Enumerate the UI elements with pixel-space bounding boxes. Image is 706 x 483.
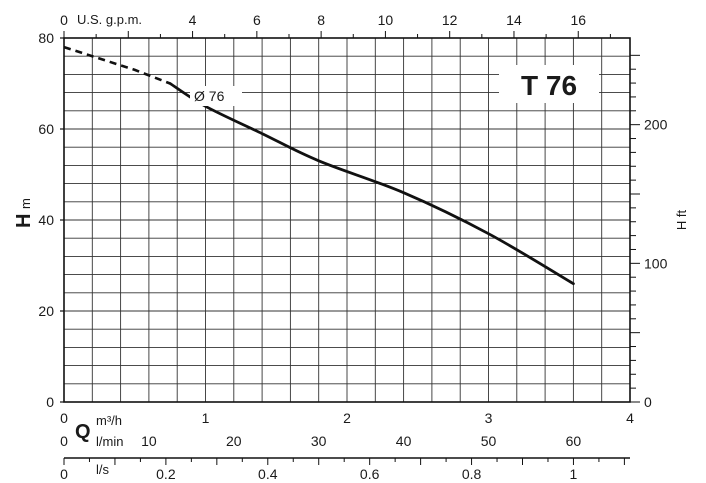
y-left-letter: H — [13, 214, 35, 228]
chart-title: T 76 — [521, 70, 577, 101]
x-m3h-tick-label: 0 — [60, 410, 68, 426]
x-m3h-tick-label: 3 — [485, 410, 493, 426]
x-gpm-tick-label: 16 — [570, 12, 586, 28]
x-ls-tick-label: 1 — [570, 466, 578, 482]
y-right-tick-label: 200 — [644, 117, 668, 133]
x-lmin-tick-label: 50 — [481, 433, 497, 449]
series-layer — [63, 45, 575, 286]
x-m3h-letter: Q — [75, 421, 91, 443]
y-right-tick-label: 0 — [644, 394, 652, 410]
x-gpm-tick-label: 6 — [253, 12, 261, 28]
y-left-tick-label: 80 — [38, 30, 54, 46]
x-gpm-tick-label: 0 — [60, 12, 68, 28]
x-m3h-unit: m³/h — [96, 413, 122, 428]
x-lmin-tick-label: 60 — [566, 433, 582, 449]
x-lmin-tick-label: 30 — [311, 433, 327, 449]
x-lmin-unit: l/min — [96, 434, 123, 449]
x-gpm-tick-label: 10 — [378, 12, 394, 28]
x-lmin-tick-label: 40 — [396, 433, 412, 449]
x-m3h-tick-label: 2 — [343, 410, 351, 426]
curve-extrapolated-dashed — [63, 45, 171, 85]
x-ls-tick-label: 0.8 — [462, 466, 482, 482]
x-ls-tick-label: 0 — [60, 466, 68, 482]
x-ls-tick-label: 0.2 — [156, 466, 176, 482]
y-left-unit: m — [18, 198, 33, 209]
y-left-tick-label: 0 — [46, 394, 54, 410]
y-left-tick-label: 20 — [38, 303, 54, 319]
x-ls-tick-label: 0.4 — [258, 466, 278, 482]
curve-d76 — [168, 82, 575, 286]
x-ls-unit: l/s — [96, 462, 110, 477]
x-ls-tick-label: 0.6 — [360, 466, 380, 482]
y-right-tick-label: 100 — [644, 255, 668, 271]
y-left-tick-label: 60 — [38, 121, 54, 137]
curve-label-bg — [190, 86, 242, 106]
x-m3h-tick-label: 1 — [202, 410, 210, 426]
y-right-label: H ft — [674, 210, 689, 231]
x-gpm-tick-label: 14 — [506, 12, 522, 28]
x-m3h-tick-label: 4 — [626, 410, 634, 426]
x-lmin-tick-label: 20 — [226, 433, 242, 449]
model-badge-box — [499, 65, 599, 103]
x-gpm-unit: U.S. g.p.m. — [77, 12, 142, 27]
x-lmin-tick-label: 0 — [60, 433, 68, 449]
model-badge: T 76 — [499, 65, 599, 103]
curve-label: Ø 76 — [194, 88, 225, 104]
x-gpm-tick-label: 12 — [442, 12, 458, 28]
x-lmin-tick-label: 10 — [141, 433, 157, 449]
x-gpm-tick-label: 4 — [189, 12, 197, 28]
y-left-tick-label: 40 — [38, 212, 54, 228]
x-gpm-tick-label: 8 — [317, 12, 325, 28]
